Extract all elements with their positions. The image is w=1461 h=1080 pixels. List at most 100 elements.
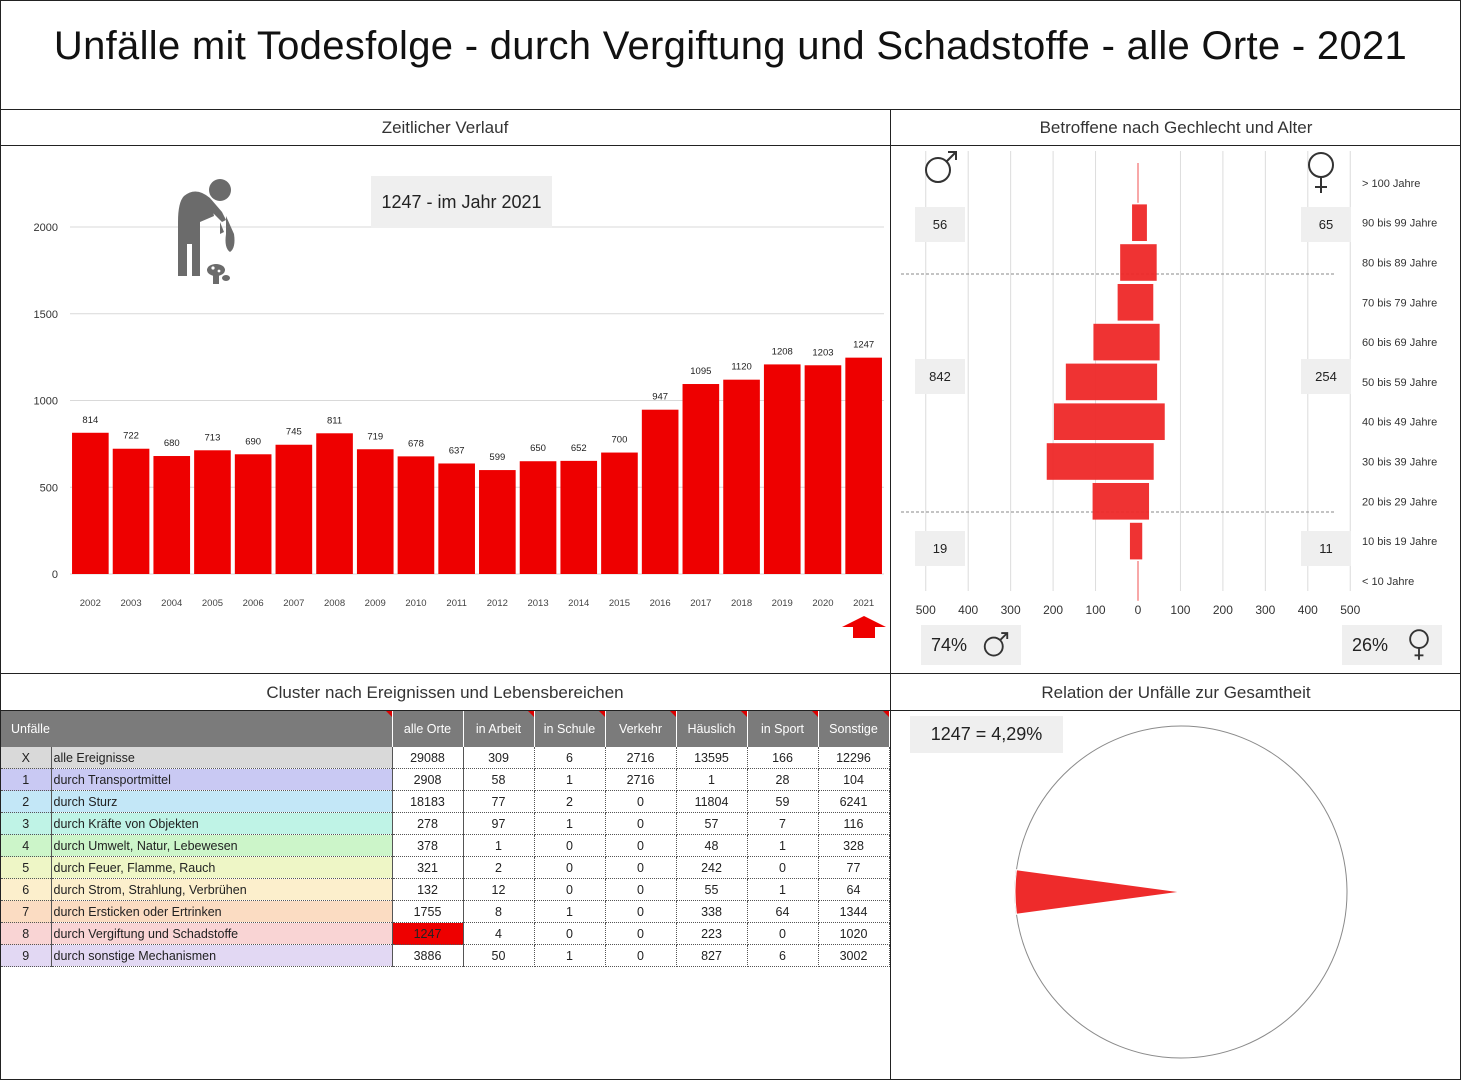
- female-bar: [1138, 283, 1154, 321]
- table-cell: 338: [676, 900, 748, 923]
- age-gender-pyramid: 500 400 300 200 100 0 100 200 300 400 500 > 100 Jah…: [901, 151, 1437, 617]
- divider: [890, 109, 891, 1079]
- table-header-cell: Verkehr: [605, 711, 677, 747]
- x-tick-label: 2010: [405, 598, 426, 609]
- x-tick-label: 2005: [202, 598, 223, 609]
- female-symbol-icon: [1308, 152, 1334, 193]
- x-tick-label: 2003: [120, 598, 141, 609]
- table-cell: 0: [605, 812, 677, 835]
- table-cell: 58: [463, 768, 535, 791]
- table-cell: 2908: [392, 768, 464, 791]
- age-label: 50 bis 59 Jahre: [1362, 377, 1437, 389]
- pie-slice: [1014, 869, 1182, 915]
- table-cell: 12: [463, 878, 535, 901]
- table-cell: 0: [605, 834, 677, 857]
- table-cell: 64: [747, 900, 819, 923]
- table-cell: 104: [818, 768, 890, 791]
- table-cell: 1: [463, 834, 535, 857]
- section-title-clusters: Cluster nach Ereignissen und Lebensberei…: [266, 683, 624, 702]
- female-bar: [1138, 323, 1160, 361]
- female-bar: [1138, 403, 1165, 441]
- age-label: 30 bis 39 Jahre: [1362, 457, 1437, 469]
- data-label: 719: [367, 431, 383, 442]
- x-tick-label: 2015: [609, 598, 630, 609]
- table-cell: 0: [605, 790, 677, 813]
- table-cell: 97: [463, 812, 535, 835]
- data-label: 1247: [853, 340, 874, 351]
- table-cell: 0: [534, 922, 606, 945]
- table-cell: 0: [534, 856, 606, 879]
- x-tick-label: 2002: [80, 598, 101, 609]
- table-cell: 7: [747, 812, 819, 835]
- male-bar: [1117, 283, 1138, 321]
- row-key: 7: [1, 900, 52, 923]
- table-cell: 378: [392, 834, 464, 857]
- table-cell: 827: [676, 944, 748, 967]
- x-tick-label: 300: [1001, 603, 1021, 617]
- data-label: 814: [82, 415, 98, 426]
- table-cell: 0: [605, 922, 677, 945]
- table-cell: 0: [534, 834, 606, 857]
- table-header-cell: in Schule: [534, 711, 606, 747]
- cluster-table: Unfälle alle Orte in Arbeit in Schule Ve…: [1, 711, 890, 967]
- table-cell: 2716: [605, 768, 677, 791]
- bar: [72, 432, 109, 574]
- table-cell: 59: [747, 790, 819, 813]
- table-row: 5 durch Feuer, Flamme, Rauch 321 2 0 0 242 0 77: [1, 856, 890, 879]
- male-percent-callout: 74%: [921, 625, 1021, 665]
- table-cell: 1: [534, 944, 606, 967]
- table-cell: 0: [747, 922, 819, 945]
- data-label: 1120: [731, 362, 751, 373]
- arrow-up-icon: [842, 616, 886, 638]
- table-cell: 166: [747, 747, 819, 769]
- age-label: 90 bis 99 Jahre: [1362, 218, 1437, 230]
- table-cell: 11804: [676, 790, 748, 813]
- table-cell: 1344: [818, 900, 890, 923]
- table-cell: 321: [392, 856, 464, 879]
- x-tick-label: 2019: [772, 598, 793, 609]
- table-cell: 1: [747, 834, 819, 857]
- row-label: durch Umwelt, Natur, Lebewesen: [51, 834, 393, 857]
- row-label: durch Strom, Strahlung, Verbrühen: [51, 878, 393, 901]
- row-label: durch Vergiftung und Schadstoffe: [51, 922, 393, 945]
- table-cell: 132: [392, 878, 464, 901]
- bar: [763, 364, 801, 574]
- male-bar: [1053, 403, 1138, 441]
- data-label: 1203: [812, 347, 833, 358]
- male-symbol-icon: [983, 632, 1009, 657]
- table-cell: 223: [676, 922, 748, 945]
- male-bar: [1065, 363, 1138, 401]
- x-tick-label: 2009: [365, 598, 386, 609]
- table-cell: 6241: [818, 790, 890, 813]
- table-cell: 29088: [392, 747, 464, 769]
- divider: [0, 710, 1461, 711]
- table-cell: 13595: [676, 747, 748, 769]
- x-tick-label: 2006: [243, 598, 264, 609]
- bar: [519, 461, 557, 574]
- data-label: 637: [449, 445, 465, 456]
- female-bar: [1138, 482, 1150, 520]
- table-row: 8 durch Vergiftung und Schadstoffe 1247 4 0 0…: [1, 922, 890, 945]
- x-tick-label: 400: [958, 603, 978, 617]
- bar: [845, 357, 882, 574]
- female-callout-old: 65: [1301, 207, 1351, 242]
- table-cell: 6: [534, 747, 606, 769]
- table-header-cell: in Sport: [747, 711, 819, 747]
- x-tick-label: 300: [1255, 603, 1275, 617]
- table-row: 6 durch Strom, Strahlung, Verbrühen 132 12 0…: [1, 878, 890, 901]
- bar: [682, 384, 720, 574]
- x-tick-label: 400: [1298, 603, 1318, 617]
- female-bar: [1138, 522, 1143, 560]
- table-cell: 57: [676, 812, 748, 835]
- x-tick-label: 2013: [527, 598, 548, 609]
- male-bar: [1132, 204, 1138, 242]
- table-cell: 3002: [818, 944, 890, 967]
- x-tick-label: 2007: [283, 598, 304, 609]
- data-label: 722: [123, 431, 139, 442]
- male-bar: [1120, 244, 1138, 281]
- row-label: durch Ersticken oder Ertrinken: [51, 900, 393, 923]
- bar: [397, 456, 435, 574]
- y-tick-label: 0: [52, 569, 58, 581]
- table-cell: 2716: [605, 747, 677, 769]
